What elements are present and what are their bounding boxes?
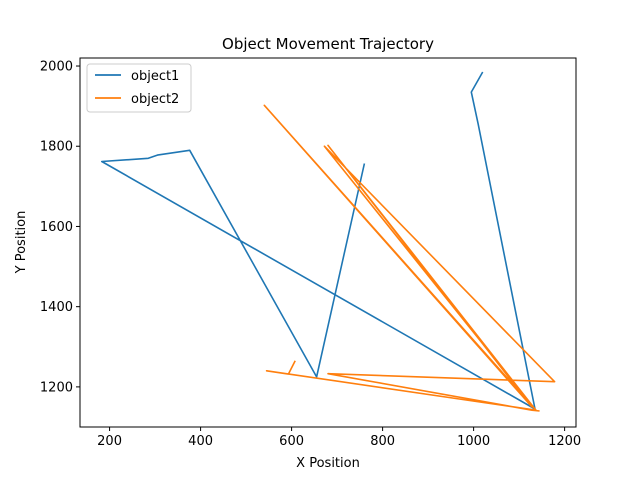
chart-title: Object Movement Trajectory bbox=[222, 35, 434, 53]
series-line-object2 bbox=[263, 104, 556, 412]
x-tick-label: 600 bbox=[279, 434, 304, 449]
series-layer bbox=[101, 71, 556, 412]
y-tick-label: 1200 bbox=[40, 380, 73, 395]
y-tick-label: 1600 bbox=[40, 220, 73, 235]
legend-box bbox=[86, 63, 192, 113]
x-tick-label: 400 bbox=[188, 434, 213, 449]
x-tick-label: 200 bbox=[97, 434, 122, 449]
plot-area bbox=[80, 58, 576, 427]
y-tick-label: 2000 bbox=[40, 60, 73, 75]
y-tick-label: 1800 bbox=[40, 140, 73, 155]
y-tick-label: 1400 bbox=[40, 300, 73, 315]
legend: object1 object2 bbox=[86, 63, 192, 113]
x-tick-label: 800 bbox=[370, 434, 395, 449]
legend-label-object2: object2 bbox=[131, 92, 179, 107]
y-axis-label: Y Position bbox=[14, 211, 29, 275]
plot-frame bbox=[79, 57, 577, 428]
legend-label-object1: object1 bbox=[131, 69, 179, 84]
x-tick-label: 1000 bbox=[457, 434, 490, 449]
x-tick-label: 1200 bbox=[548, 434, 581, 449]
series-line-object1 bbox=[101, 71, 536, 410]
y-axis-ticks: 1200 1400 1600 1800 2000 bbox=[40, 60, 80, 395]
x-axis-ticks: 200 400 600 800 1000 1200 bbox=[97, 427, 581, 449]
x-axis-label: X Position bbox=[296, 456, 360, 471]
